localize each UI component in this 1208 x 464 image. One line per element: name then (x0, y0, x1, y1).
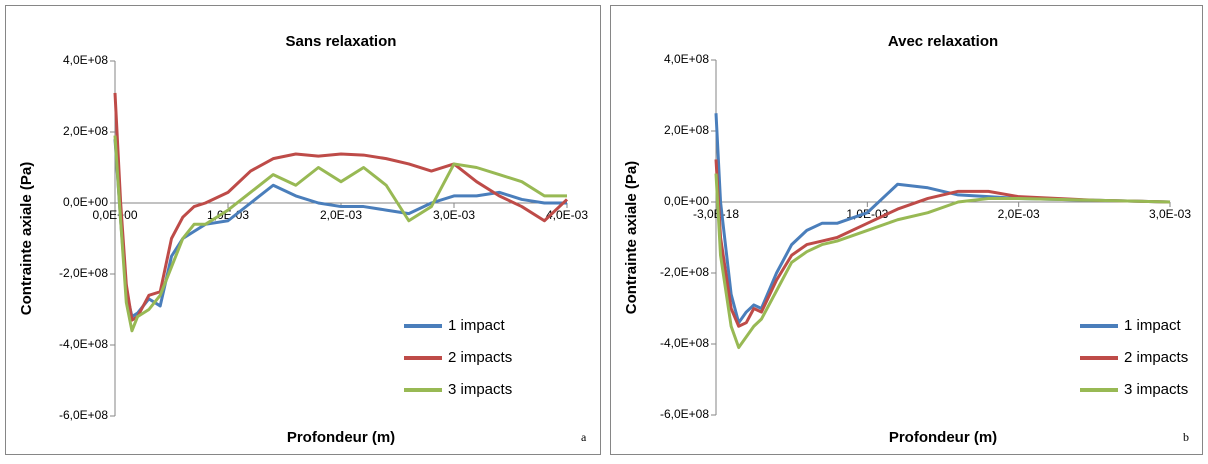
x-axis-title: Profondeur (m) (287, 429, 395, 446)
x-tick-label: 2,0E-03 (998, 207, 1040, 221)
legend-label: 3 impacts (1124, 381, 1188, 398)
panel-label: b (1183, 430, 1189, 444)
panel-frame (5, 5, 601, 455)
x-tick-label: 4,0E-03 (546, 208, 588, 222)
series-line (113, 135, 567, 333)
y-tick-label: 0,0E+00 (664, 194, 709, 208)
panel-label: a (581, 430, 587, 444)
y-tick-label: -2,0E+08 (660, 265, 709, 279)
y-tick-label: 2,0E+08 (63, 124, 108, 138)
y-tick-label: 0,0E+00 (63, 195, 108, 209)
y-tick-label: 4,0E+08 (664, 52, 709, 66)
series-line (714, 173, 1171, 350)
legend-label: 1 impact (448, 317, 506, 334)
series-line (714, 113, 1171, 325)
legend-label: 2 impacts (448, 349, 512, 366)
series-line (113, 92, 569, 322)
x-axis-title: Profondeur (m) (889, 429, 997, 446)
x-tick-label: 3,0E-03 (1149, 207, 1191, 221)
y-tick-label: 2,0E+08 (664, 123, 709, 137)
chart-title: Sans relaxation (286, 33, 397, 50)
legend-label: 3 impacts (448, 381, 512, 398)
y-tick-label: -2,0E+08 (59, 266, 108, 280)
x-tick-label: 2,0E-03 (320, 208, 362, 222)
x-tick-label: -3,0E-18 (693, 207, 739, 221)
legend-label: 2 impacts (1124, 349, 1188, 366)
y-tick-label: -6,0E+08 (59, 408, 108, 422)
y-axis-title: Contrainte axiale (Pa) (18, 162, 35, 315)
y-tick-label: 4,0E+08 (63, 53, 108, 67)
y-tick-label: -6,0E+08 (660, 407, 709, 421)
panel-frame (610, 5, 1203, 455)
series-line (714, 159, 1171, 328)
y-tick-label: -4,0E+08 (59, 337, 108, 351)
x-tick-label: 3,0E-03 (433, 208, 475, 222)
y-tick-label: -4,0E+08 (660, 336, 709, 350)
x-tick-label: 0,0E+00 (92, 208, 137, 222)
chart-title: Avec relaxation (888, 33, 998, 50)
y-axis-title: Contrainte axiale (Pa) (623, 161, 640, 314)
legend-label: 1 impact (1124, 317, 1182, 334)
